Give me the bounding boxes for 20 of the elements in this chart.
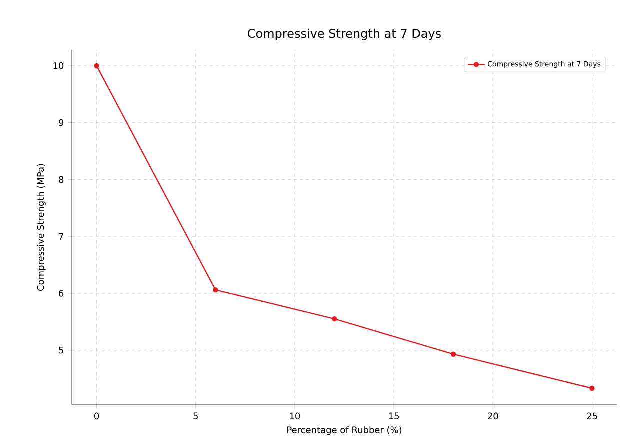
y-tick-label: 10 xyxy=(54,62,64,70)
x-tick-label: 10 xyxy=(290,412,300,420)
x-tick-label: 0 xyxy=(94,412,100,420)
point xyxy=(332,316,338,322)
point xyxy=(450,352,456,357)
point xyxy=(213,287,218,293)
x-axis-title: Percentage of Rubber (%) xyxy=(288,426,402,436)
x-tick-label: 25 xyxy=(587,412,598,420)
point xyxy=(590,386,595,392)
y-axis-title: Compressive Strength (MPa) xyxy=(37,164,46,291)
y-tick-label: 5 xyxy=(59,347,64,354)
y-tick-label: 8 xyxy=(59,176,64,184)
y-tick-label: 6 xyxy=(59,290,64,297)
point xyxy=(94,63,100,69)
y-tick-label: 7 xyxy=(59,233,64,240)
chart-title: Compressive Strength at 7 Days xyxy=(248,28,442,40)
x-tick-label: 15 xyxy=(389,412,399,420)
y-tick-label: 9 xyxy=(59,119,64,126)
x-tick-label: 20 xyxy=(488,412,498,420)
x-tick-label: 5 xyxy=(194,412,198,420)
